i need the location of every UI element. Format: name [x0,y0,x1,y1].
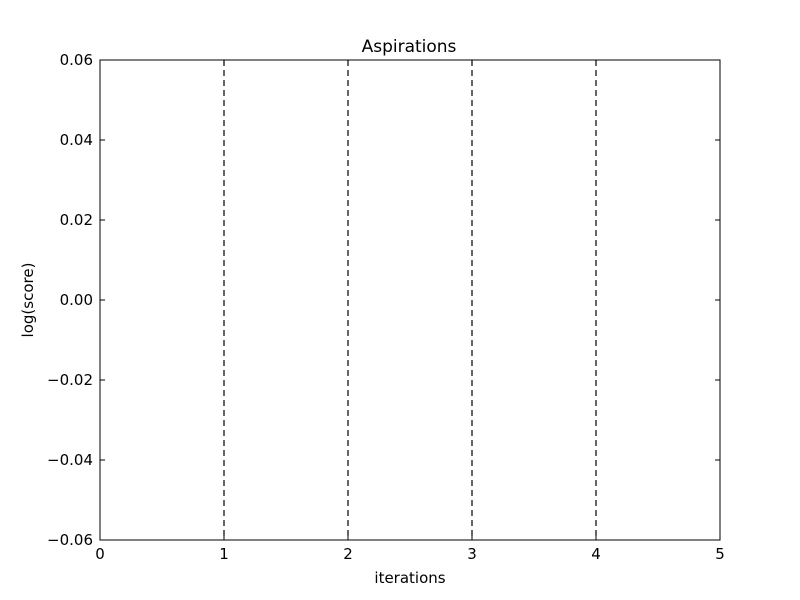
chart-title: Aspirations [362,37,457,57]
y-tick-label: 0.04 [60,131,93,149]
x-tick-label: 4 [591,545,601,563]
x-tick-label: 2 [343,545,353,563]
y-tick-labels: 0.06 0.04 0.02 0.00 −0.02 −0.04 −0.06 [47,51,93,549]
y-tick-label: 0.00 [60,291,93,309]
x-tick-label: 5 [715,545,725,563]
x-tick-labels: 0 1 2 3 4 5 [95,545,725,563]
y-tick-label: −0.06 [47,531,93,549]
y-axis-label: log(score) [19,263,37,338]
plot-frame [99,59,721,541]
x-tick-label: 3 [467,545,477,563]
y-tick-label: −0.04 [47,451,93,469]
x-axis-label: iterations [374,569,445,587]
x-tick-label: 0 [95,545,105,563]
y-tick-label: 0.02 [60,211,93,229]
y-tick-label: 0.06 [60,51,93,69]
vertical-dashed-lines [223,60,597,540]
x-tick-label: 1 [219,545,229,563]
y-tick-label: −0.02 [47,371,93,389]
axis-ticks [99,59,721,541]
